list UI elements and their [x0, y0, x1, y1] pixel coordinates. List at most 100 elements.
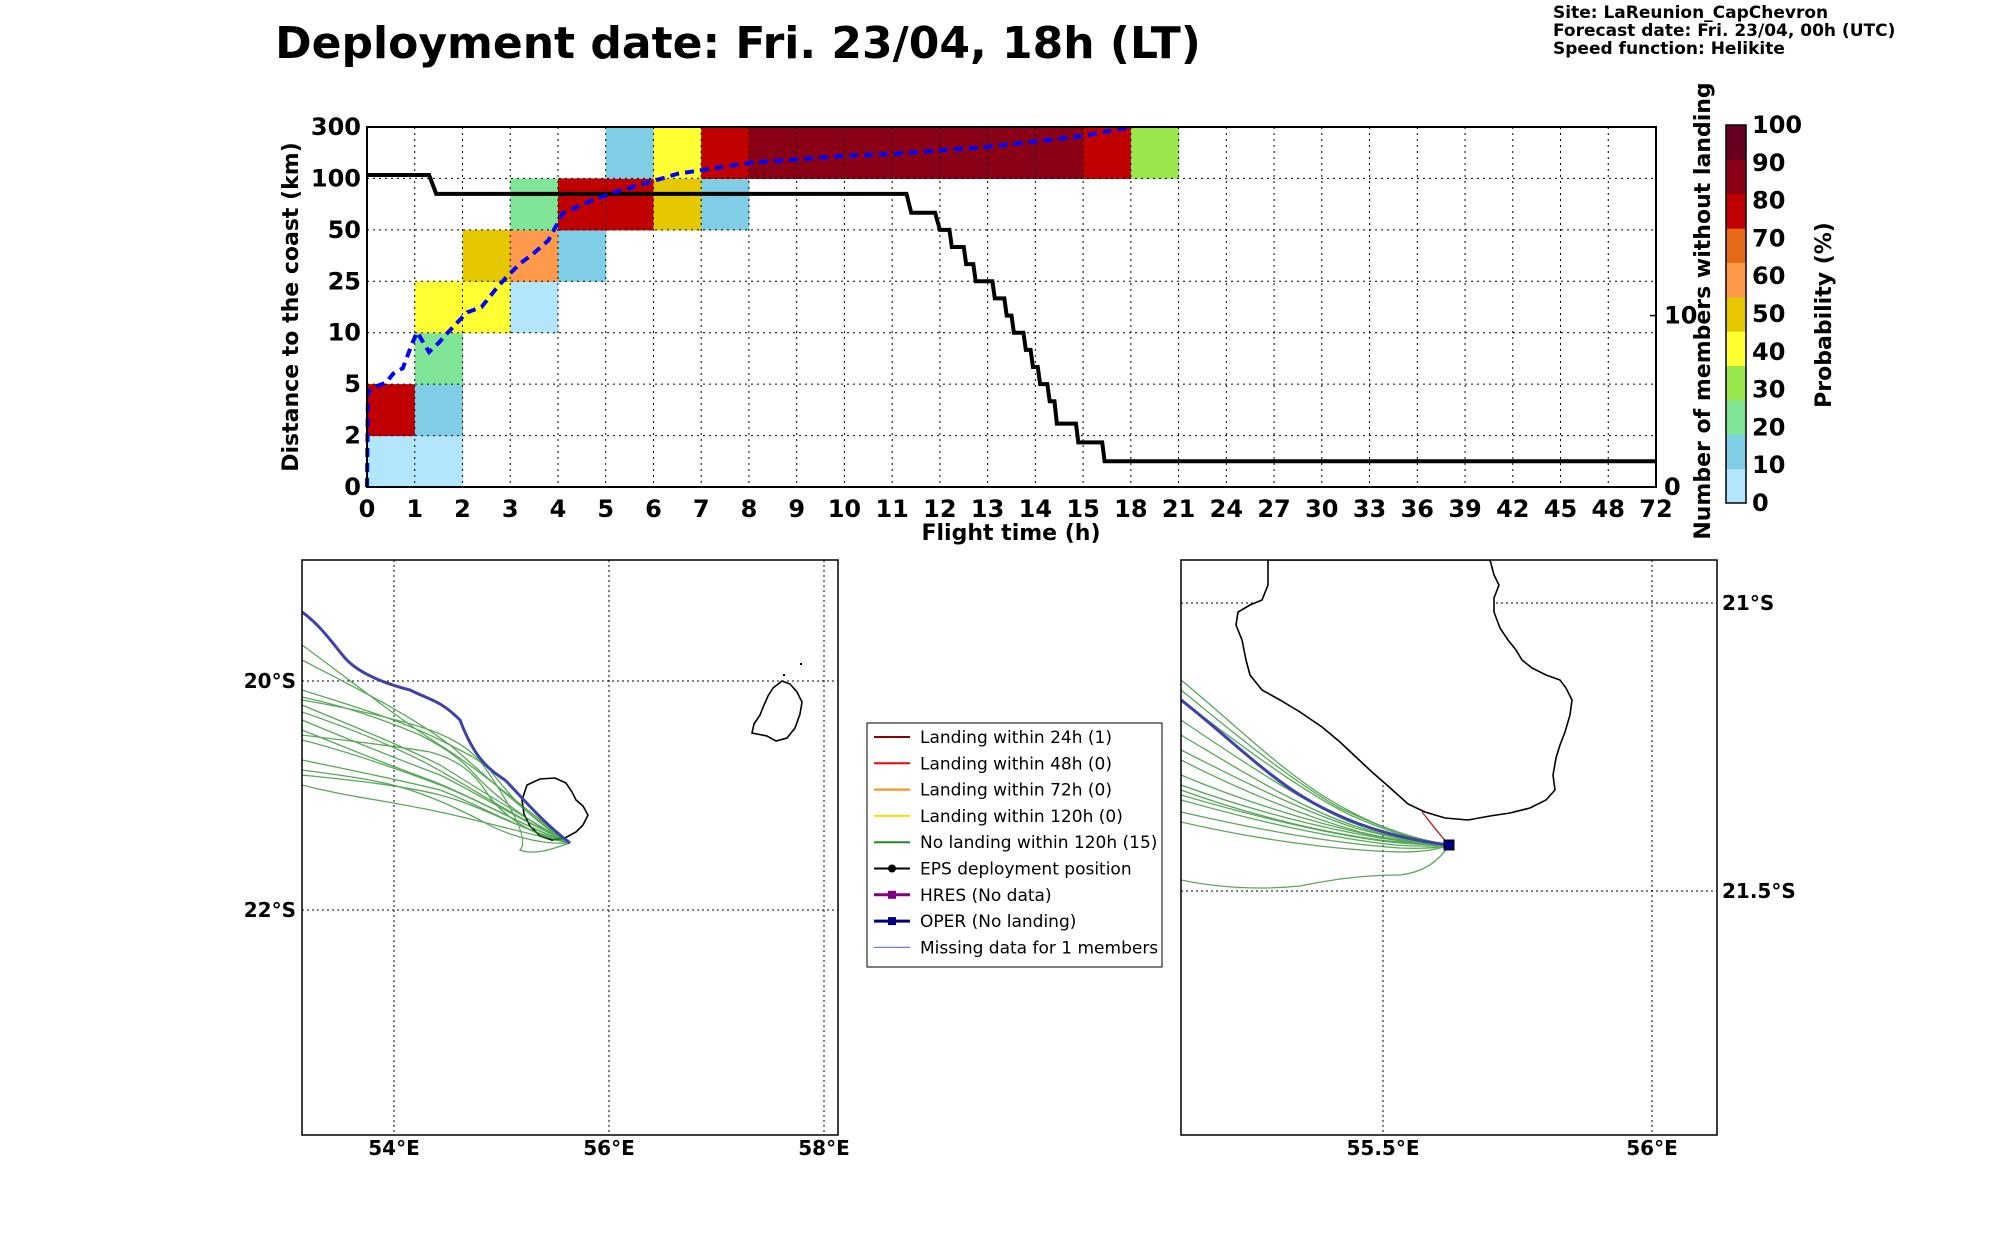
- colorbar-tick-label: 10: [1752, 451, 1785, 479]
- heatmap-cell: [414, 281, 463, 334]
- x-tick-label: 21: [1162, 495, 1195, 523]
- right-eps-track: [1181, 821, 1450, 853]
- legend-items: Landing within 24h (1) Landing within 48h…: [874, 728, 1158, 958]
- legend-label: HRES (No data): [920, 886, 1052, 906]
- y2-tick-labels: 0 10: [1650, 302, 1697, 501]
- y-axis-label: Distance to the coast (km): [279, 142, 304, 472]
- right-oper-track: [1181, 698, 1450, 847]
- y-tick-label: 25: [328, 267, 361, 295]
- heatmap-cell: [462, 281, 511, 334]
- x-tick-label: 1: [406, 495, 423, 523]
- heatmap-cell: [414, 435, 463, 488]
- colorbar: 0 10 20 30 40 50 60 70 80 90 100: [1725, 111, 1802, 517]
- x-tick-label: 4: [550, 495, 567, 523]
- right-eps-track: [1181, 799, 1450, 847]
- heatmap-cell: [414, 384, 463, 437]
- right-map-lon-tick: 56°E: [1626, 1136, 1678, 1160]
- heatmap-cell: [510, 281, 559, 334]
- x-tick-label: 0: [359, 495, 376, 523]
- x-axis-label: Flight time (h): [921, 521, 1100, 546]
- oper-deployment-marker: [1443, 839, 1455, 851]
- left-eps-track: [302, 739, 571, 844]
- left-eps-track: [302, 784, 571, 844]
- x-tick-label: 11: [875, 495, 908, 523]
- right-map-lat-tick: 21.5°S: [1722, 879, 1796, 903]
- left-oper-track: [302, 610, 571, 845]
- x-tick-label: 36: [1401, 495, 1434, 523]
- heatmap-cell: [701, 127, 750, 179]
- legend-marker: [888, 864, 896, 873]
- right-map-lon-tick: 55.5°E: [1346, 1136, 1419, 1160]
- colorbar-segment: [1726, 468, 1746, 504]
- y-tick-label: 2: [344, 422, 361, 450]
- left-map-lat-tick: 22°S: [244, 898, 296, 922]
- right-eps-track: [1181, 811, 1450, 849]
- figure-title: Deployment date: Fri. 23/04, 18h (LT): [275, 18, 1201, 69]
- colorbar-segment: [1726, 228, 1746, 263]
- reunion-coastline: [1235, 560, 1573, 821]
- x-tick-label: 45: [1544, 495, 1577, 523]
- legend-marker: [888, 917, 896, 926]
- right-eps-track: [1181, 794, 1450, 846]
- left-map-lat-tick: 20°S: [244, 669, 296, 693]
- colorbar-segment: [1726, 365, 1746, 401]
- x-tick-label: 30: [1305, 495, 1338, 523]
- colorbar-tick-label: 80: [1752, 187, 1785, 215]
- left-map-lon-tick: 54°E: [368, 1136, 420, 1160]
- x-tick-label: 27: [1257, 495, 1290, 523]
- colorbar-tick-label: 100: [1752, 111, 1802, 139]
- legend: Landing within 24h (1) Landing within 48h…: [866, 722, 1163, 968]
- left-eps-track: [302, 719, 571, 844]
- legend-label: Landing within 24h (1): [920, 728, 1112, 748]
- x-tick-label: 48: [1592, 495, 1625, 523]
- x-tick-label: 15: [1066, 495, 1099, 523]
- heatmap-cell: [701, 178, 750, 231]
- left-map: 54°E 56°E 58°E 20°S 22°S: [244, 559, 850, 1160]
- x-tick-label: 72: [1639, 495, 1672, 523]
- x-tick-label: 10: [828, 495, 861, 523]
- left-map-lon-tick: 56°E: [583, 1136, 635, 1160]
- speed-label: Speed function: Helikite: [1553, 39, 1785, 59]
- colorbar-segment: [1726, 125, 1746, 160]
- median-distance-line: [365, 125, 1132, 488]
- heatmap-cell: [557, 178, 607, 231]
- legend-label: OPER (No landing): [920, 912, 1076, 932]
- colorbar-segment: [1726, 159, 1746, 195]
- colorbar-segment: [1726, 399, 1746, 435]
- site-label: Site: LaReunion_CapChevron: [1553, 3, 1828, 23]
- legend-label: EPS deployment position: [920, 860, 1132, 880]
- heatmap-cell: [987, 127, 1036, 179]
- islet: [800, 663, 802, 665]
- left-eps-track: [302, 696, 571, 844]
- heatmap-cell: [605, 127, 654, 179]
- left-eps-track: [302, 699, 571, 853]
- forecast-label: Forecast date: Fri. 23/04, 00h (UTC): [1553, 21, 1895, 41]
- colorbar-tick-label: 0: [1752, 489, 1769, 517]
- left-eps-track: [302, 734, 571, 844]
- y-tick-label: 300: [311, 113, 361, 141]
- x-tick-label: 33: [1353, 495, 1386, 523]
- right-map-lat-tick: 21°S: [1722, 591, 1774, 615]
- colorbar-tick-label: 50: [1752, 300, 1785, 328]
- heatmap-cells: [367, 127, 1180, 488]
- right-eps-track: [1181, 689, 1450, 846]
- left-map-frame: [301, 559, 839, 1136]
- heatmap-cell: [367, 384, 416, 437]
- x-tick-label: 12: [923, 495, 956, 523]
- colorbar-tick-label: 70: [1752, 224, 1785, 252]
- legend-label: Landing within 48h (0): [920, 754, 1112, 774]
- mauritius-island: [751, 680, 803, 742]
- heatmap-cell: [557, 229, 607, 282]
- colorbar-frame: [1725, 124, 1747, 504]
- right-map-frame: [1180, 559, 1718, 1136]
- x-tick-labels: 0 1 2 3 4 5 6 7 8 9 10 11 12 13 14 15 18 21 24 27 30 33 36 39 42…: [359, 495, 1673, 523]
- heatmap-cell: [367, 435, 416, 488]
- y-tick-label: 100: [311, 164, 361, 192]
- legend-label: Missing data for 1 members: [920, 938, 1158, 958]
- heatmap-cell: [748, 127, 798, 179]
- x-tick-label: 13: [971, 495, 1004, 523]
- legend-label: Landing within 72h (0): [920, 781, 1112, 801]
- x-tick-label: 39: [1448, 495, 1481, 523]
- left-map-lon-tick: 58°E: [798, 1136, 850, 1160]
